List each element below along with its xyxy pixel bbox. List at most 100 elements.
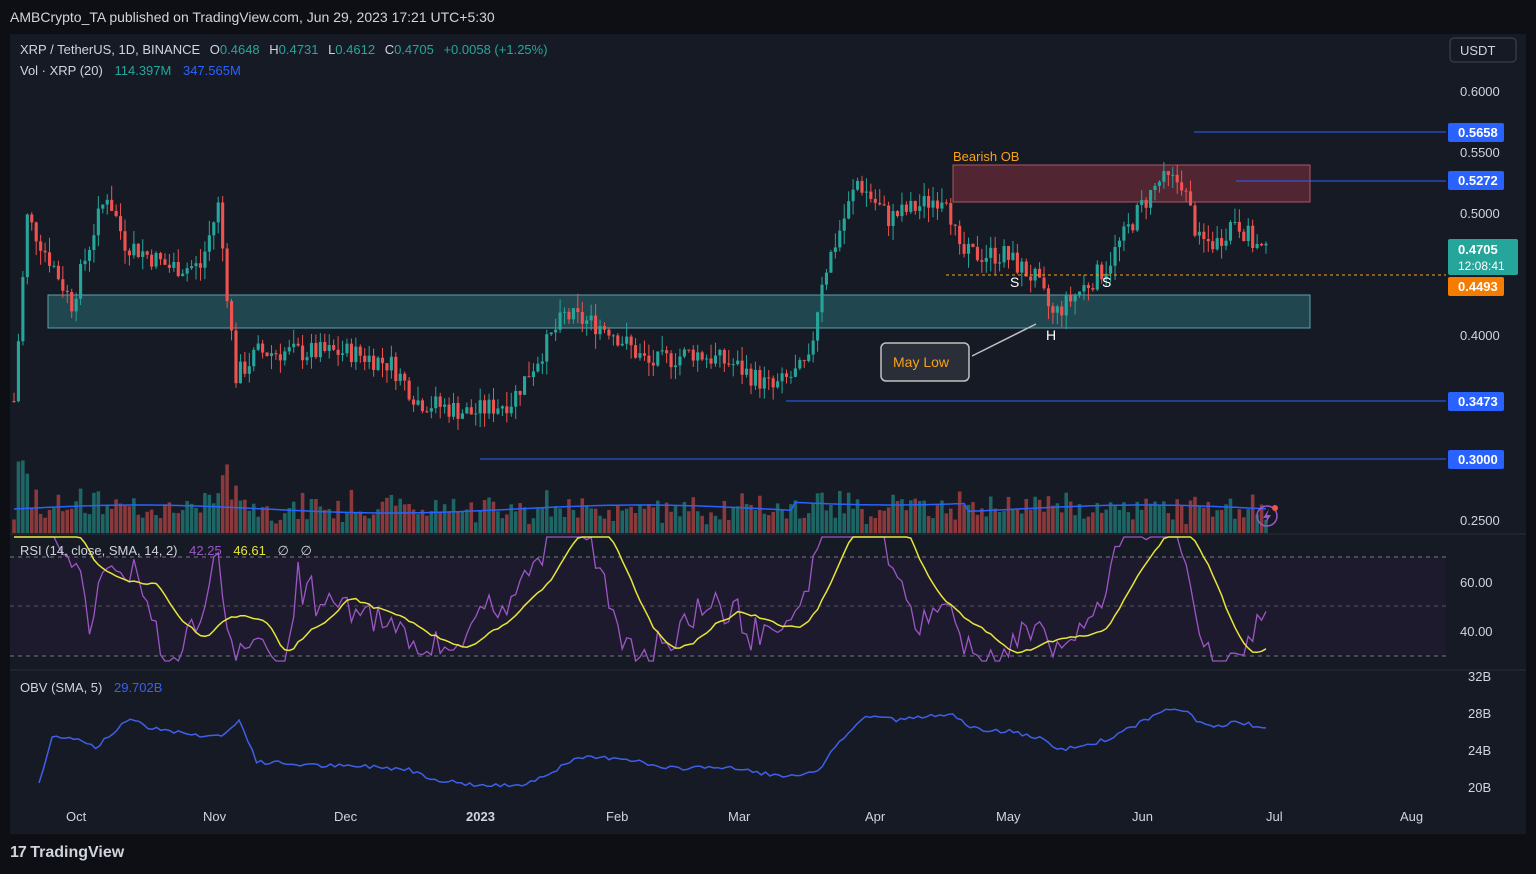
price-pane[interactable] [10, 34, 1446, 533]
candle-body [891, 211, 895, 226]
candle [1211, 231, 1215, 254]
candle-body [940, 202, 944, 209]
volume-bar [806, 513, 811, 533]
volume-bar [522, 507, 527, 533]
candle-body [1233, 221, 1237, 223]
candle-body [842, 218, 846, 231]
volume-bar [1095, 503, 1100, 533]
candle [478, 388, 482, 428]
volume-bar [16, 461, 21, 533]
chart-area[interactable]: Bearish OB S S H May Low 0.6000 0.5500 0… [10, 34, 1526, 834]
volume-bar [513, 511, 518, 533]
candle-body [154, 253, 158, 267]
candle-body [824, 272, 829, 285]
candle [296, 337, 300, 347]
volume-bar [225, 464, 229, 533]
candle [1166, 170, 1170, 187]
volume-bar [669, 511, 673, 533]
candle [243, 352, 247, 378]
lightning-icon[interactable] [1256, 505, 1278, 527]
candle [438, 392, 442, 419]
candle [380, 347, 385, 378]
candle-body [722, 349, 726, 364]
legend-ohlc: XRP / TetherUS, 1D, BINANCE O0.4648 H0.4… [20, 42, 548, 57]
volume-bar [935, 505, 940, 533]
candle-body [287, 347, 291, 352]
candle [998, 253, 1002, 272]
candle [309, 333, 314, 369]
candle [975, 235, 979, 262]
candle [558, 299, 562, 334]
candle [1073, 293, 1077, 315]
volume-bar [1175, 499, 1179, 533]
volume-bar [873, 517, 878, 533]
volume-bar [25, 473, 30, 533]
currency-button[interactable] [1449, 37, 1517, 63]
candle [30, 212, 34, 231]
candle [589, 304, 593, 331]
candle [318, 333, 322, 362]
volume-bar [882, 510, 886, 533]
volume-bar [1055, 503, 1060, 533]
volume-bar [1073, 515, 1077, 533]
volume-bar [207, 494, 212, 533]
volume-bar [793, 500, 798, 533]
candle [625, 322, 629, 350]
candle [491, 388, 496, 423]
price-axis-0.6000: 0.6000 [1460, 84, 1500, 99]
candle [238, 354, 242, 384]
candle [261, 339, 265, 359]
candle-body [483, 400, 487, 414]
candle [16, 333, 20, 403]
volume-bar [602, 518, 607, 533]
candle-body [74, 298, 78, 312]
volume-bar [509, 504, 514, 533]
volume-bar [92, 492, 96, 533]
candle [922, 183, 926, 219]
volume-bar [580, 498, 585, 533]
candle [838, 220, 842, 252]
candle [656, 351, 660, 367]
price-axis-0.5000: 0.5000 [1460, 206, 1500, 221]
candle-body [1029, 276, 1033, 281]
legend-rsi3: ∅ [277, 543, 288, 558]
candle-body [221, 202, 225, 249]
candle-body [878, 202, 882, 205]
volume-bar [447, 511, 451, 533]
candle [1260, 242, 1264, 247]
tag-3473-bg [1448, 392, 1504, 411]
rsi-line [14, 535, 1267, 663]
tag-4493-bg [1448, 277, 1504, 296]
volume-bar [1028, 509, 1033, 533]
candle-body [487, 399, 491, 414]
volume-bar [975, 514, 980, 533]
candle-body [882, 204, 886, 206]
candle-body [700, 352, 704, 360]
candle [660, 335, 664, 356]
candle-body [176, 262, 180, 277]
volume-bar [1157, 504, 1162, 533]
candle-body [1237, 221, 1241, 232]
tag-5658-bg [1448, 123, 1504, 142]
volume-bar [96, 491, 101, 533]
tradingview-logo[interactable]: 17 TradingView [10, 844, 124, 862]
volume-bar [429, 511, 434, 533]
candle [1086, 282, 1090, 301]
candle-body [52, 265, 56, 267]
candle [1175, 165, 1179, 194]
volume-bar [132, 498, 136, 533]
candle [225, 243, 229, 308]
volume-bar [1015, 508, 1020, 533]
candle [114, 204, 118, 218]
candle [407, 377, 411, 402]
candle-body [558, 312, 562, 330]
volume-bar [815, 493, 820, 533]
candle-body [1197, 231, 1201, 236]
candle-body [474, 413, 478, 415]
candle [536, 356, 540, 373]
candle [514, 385, 518, 420]
volume-bar [491, 501, 496, 533]
volume-bar [802, 517, 807, 533]
candle [971, 243, 975, 248]
candle-body [678, 356, 682, 366]
